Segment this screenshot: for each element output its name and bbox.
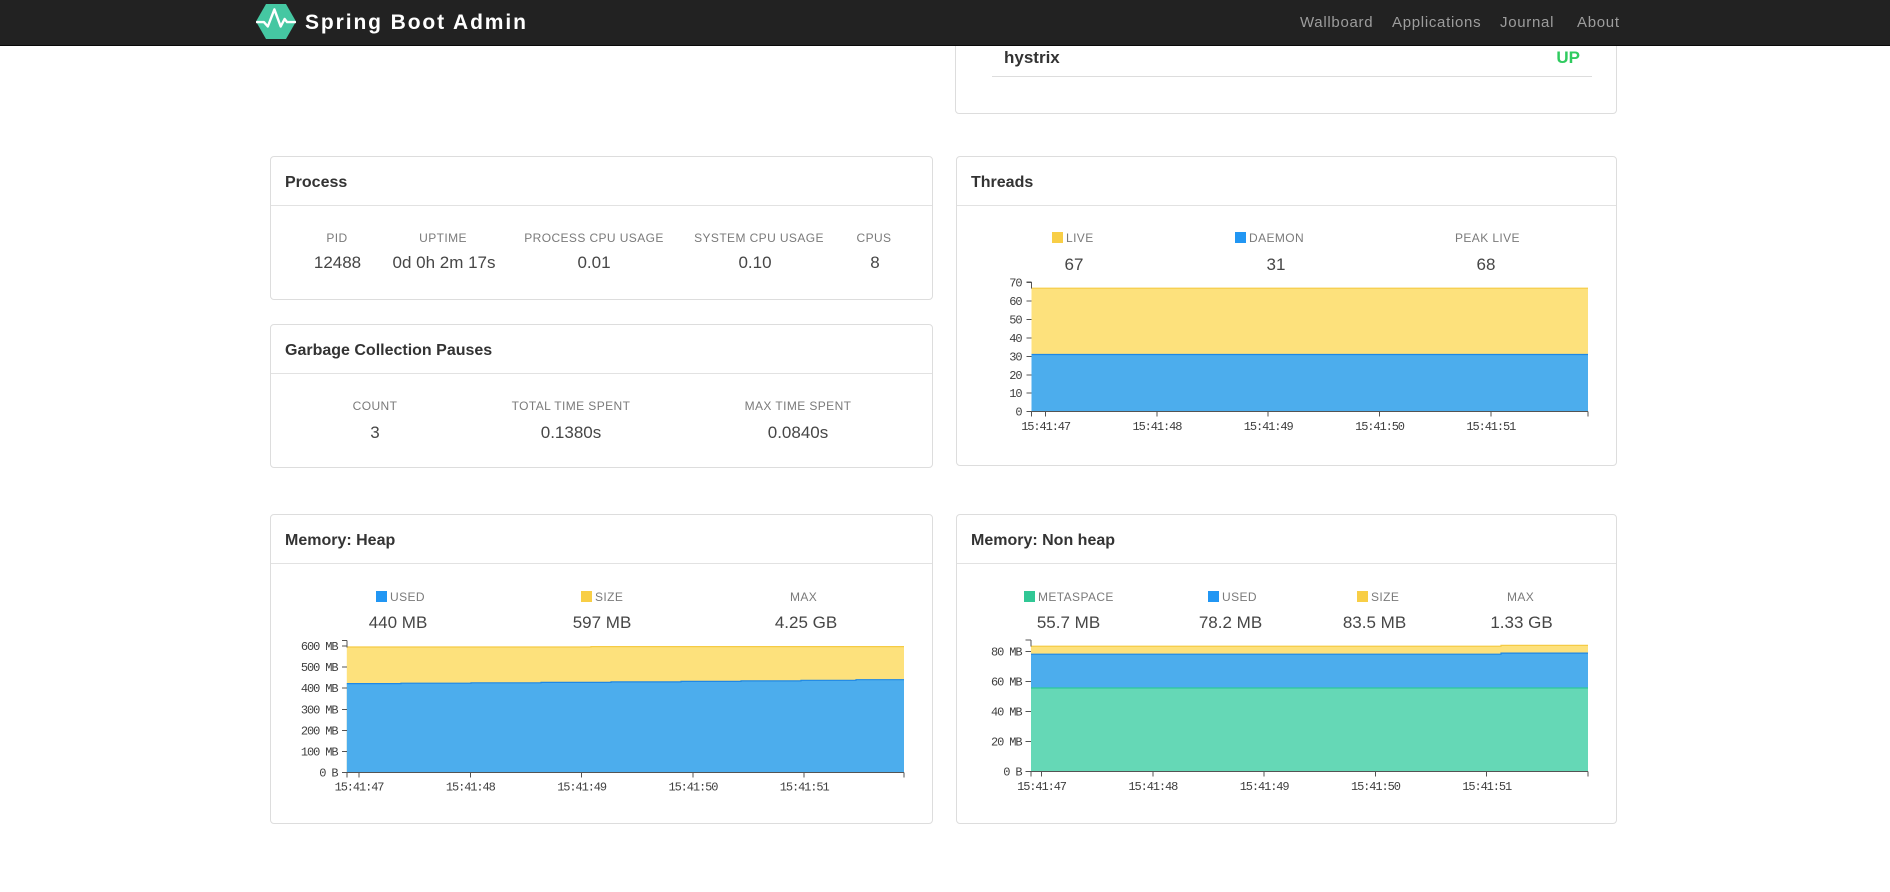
- svg-text:15:41:49: 15:41:49: [557, 781, 607, 795]
- svg-text:15:41:47: 15:41:47: [1017, 780, 1067, 794]
- svg-text:400 MB: 400 MB: [300, 682, 338, 696]
- svg-text:30: 30: [1009, 350, 1022, 364]
- svg-text:0: 0: [1015, 406, 1022, 420]
- svg-text:15:41:49: 15:41:49: [1240, 780, 1290, 794]
- svg-text:0 B: 0 B: [1003, 766, 1022, 780]
- svg-text:70: 70: [1009, 277, 1022, 291]
- svg-text:20 MB: 20 MB: [991, 736, 1022, 750]
- svg-text:0 B: 0 B: [319, 767, 338, 781]
- svg-text:15:41:48: 15:41:48: [1132, 420, 1182, 434]
- svg-text:15:41:51: 15:41:51: [1466, 420, 1516, 434]
- svg-text:20: 20: [1009, 369, 1022, 383]
- svg-text:15:41:48: 15:41:48: [445, 781, 495, 795]
- svg-text:50: 50: [1009, 314, 1022, 328]
- svg-text:15:41:48: 15:41:48: [1128, 780, 1178, 794]
- svg-text:40 MB: 40 MB: [991, 706, 1022, 720]
- svg-text:15:41:50: 15:41:50: [1351, 780, 1401, 794]
- svg-text:10: 10: [1009, 387, 1022, 401]
- svg-text:500 MB: 500 MB: [300, 661, 338, 675]
- svg-text:600 MB: 600 MB: [300, 640, 338, 654]
- svg-text:15:41:49: 15:41:49: [1244, 420, 1294, 434]
- svg-text:15:41:51: 15:41:51: [779, 781, 829, 795]
- svg-text:200 MB: 200 MB: [300, 724, 338, 738]
- svg-text:15:41:50: 15:41:50: [1355, 420, 1405, 434]
- svg-text:40: 40: [1009, 332, 1022, 346]
- svg-text:60: 60: [1009, 295, 1022, 309]
- svg-text:15:41:51: 15:41:51: [1462, 780, 1512, 794]
- svg-text:15:41:47: 15:41:47: [334, 781, 384, 795]
- svg-text:60 MB: 60 MB: [991, 676, 1022, 690]
- svg-text:300 MB: 300 MB: [300, 703, 338, 717]
- svg-text:100 MB: 100 MB: [300, 745, 338, 759]
- svg-text:80 MB: 80 MB: [991, 646, 1022, 660]
- svg-text:15:41:50: 15:41:50: [668, 781, 718, 795]
- svg-text:15:41:47: 15:41:47: [1021, 420, 1071, 434]
